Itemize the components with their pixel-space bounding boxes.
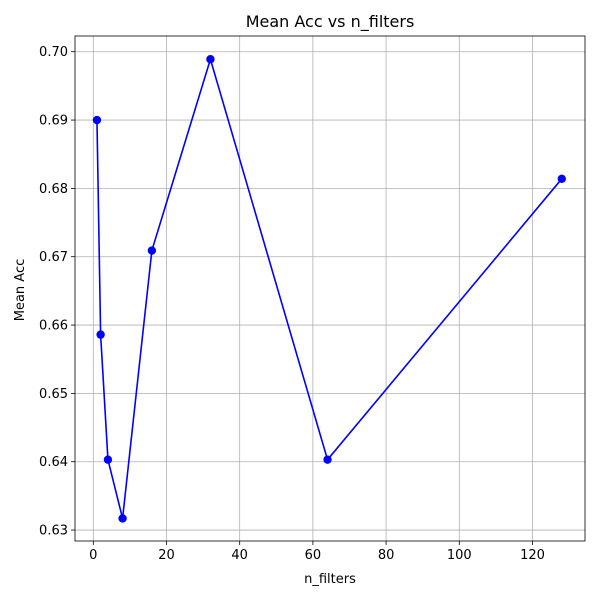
y-tick-label: 0.66 — [39, 319, 68, 334]
x-tick-label: 40 — [231, 548, 248, 563]
y-tick-label: 0.70 — [39, 45, 68, 60]
data-point — [557, 174, 566, 184]
y-tick-label: 0.69 — [39, 114, 68, 129]
y-tick-label: 0.65 — [39, 387, 68, 402]
data-point — [206, 55, 215, 64]
x-tick-label: 100 — [447, 548, 472, 563]
data-point — [92, 115, 102, 125]
axis-ticks: 0 20 40 60 80 100 120 0.63 0.64 0.65 0.66 0.67 0.68 0… — [39, 45, 545, 563]
x-tick-label: 120 — [520, 548, 545, 563]
data-point — [103, 455, 113, 464]
data-point — [323, 455, 332, 464]
data-point — [118, 514, 127, 523]
x-tick-label: 80 — [378, 548, 395, 563]
y-axis-label: Mean Acc — [13, 259, 28, 322]
x-tick-label: 60 — [305, 548, 322, 563]
x-axis-label: n_filters — [304, 572, 356, 587]
x-tick-label: 0 — [89, 548, 97, 563]
data-point — [147, 246, 157, 255]
series-line — [96, 56, 563, 519]
chart-title: Mean Acc vs n_filters — [246, 12, 415, 32]
data-point — [96, 330, 105, 339]
grid — [75, 36, 585, 541]
plot-frame — [74, 35, 586, 542]
x-tick-label: 20 — [158, 548, 175, 563]
y-tick-label: 0.64 — [39, 455, 68, 470]
y-tick-label: 0.63 — [39, 524, 68, 539]
series-group — [92, 55, 566, 523]
y-tick-label: 0.67 — [39, 250, 68, 265]
y-tick-label: 0.68 — [39, 182, 68, 197]
